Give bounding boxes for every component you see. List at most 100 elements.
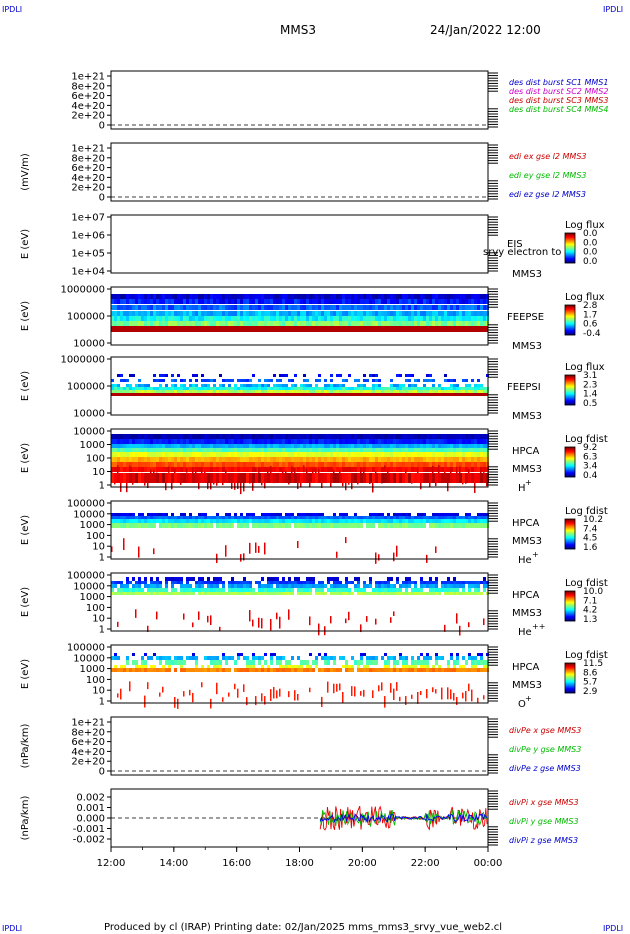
spectrogram-cell — [222, 457, 225, 462]
spectrogram-cell — [195, 452, 198, 457]
spectrogram-cell — [369, 577, 372, 581]
colorbar-segment — [565, 470, 575, 472]
spectrogram-cell — [324, 311, 327, 316]
spectrogram-cell — [399, 653, 402, 656]
spectrogram-cell — [348, 473, 351, 483]
spectrogram-speck — [417, 691, 419, 704]
spectrogram-cell — [387, 513, 390, 516]
spectrogram-cell — [159, 452, 162, 457]
spectrogram-cell — [258, 448, 261, 452]
spectrogram-cell — [288, 321, 291, 326]
spectrogram-cell — [369, 592, 372, 595]
spectrogram-cell — [135, 311, 138, 316]
spectrogram-cell — [405, 467, 408, 472]
spectrogram-cell — [126, 379, 129, 382]
spectrogram-cell — [399, 444, 402, 448]
spectrogram-cell — [207, 316, 210, 321]
spectrogram-cell — [285, 305, 288, 310]
spectrogram-cell — [237, 462, 240, 467]
spectrogram-cell — [123, 457, 126, 462]
spectrogram-cell — [387, 668, 390, 672]
spectrogram-cell — [183, 457, 186, 462]
spectrogram-cell — [309, 653, 312, 656]
spectrogram-speck — [318, 623, 320, 636]
legend-entry: divPe y gse MMS3 — [509, 745, 581, 754]
spectrogram-cell — [129, 321, 132, 326]
spectrogram-cell — [450, 390, 453, 393]
spectrogram-speck — [351, 482, 353, 490]
spectrogram-cell — [213, 457, 216, 462]
spectrogram-cell — [264, 668, 267, 672]
spectrogram-cell — [279, 668, 282, 672]
spectrogram-speck — [348, 611, 350, 621]
spectrogram-cell — [351, 311, 354, 316]
spectrogram-cell — [246, 316, 249, 321]
spectrogram-cell — [186, 434, 189, 439]
colorbar-segment — [565, 472, 575, 474]
spectrogram-cell — [240, 452, 243, 457]
spectrogram-cell — [159, 448, 162, 452]
spectrogram-cell — [153, 448, 156, 452]
spectrogram-cell — [300, 519, 303, 523]
spectrogram-cell — [132, 374, 135, 377]
spectrogram-cell — [168, 462, 171, 467]
spectrogram-cell — [219, 294, 222, 299]
spectrogram-cell — [141, 384, 144, 387]
spectrogram-cell — [153, 581, 156, 584]
spectrogram-cell — [309, 316, 312, 321]
spectrogram-cell — [309, 299, 312, 304]
spectrogram-cell — [111, 444, 114, 448]
spectrogram-cell — [246, 513, 249, 516]
spectrogram-cell — [459, 434, 462, 439]
spectrogram-cell — [306, 305, 309, 310]
spectrogram-cell — [183, 473, 186, 483]
spectrogram-cell — [162, 452, 165, 457]
spectrogram-cell — [201, 299, 204, 304]
spectrogram-cell — [165, 387, 168, 390]
spectrogram-cell — [306, 390, 309, 393]
spectrogram-cell — [381, 390, 384, 393]
instrument-label: HPCA — [512, 590, 540, 601]
spectrogram-cell — [120, 305, 123, 310]
spectrogram-cell — [405, 516, 408, 519]
spectrogram-cell — [282, 305, 285, 310]
spectrogram-cell — [273, 294, 276, 299]
spectrogram-cell — [321, 516, 324, 519]
spectrogram-cell — [294, 374, 297, 377]
spectrogram-cell — [465, 390, 468, 393]
spectrogram-cell — [483, 584, 486, 588]
spectrogram-cell — [312, 444, 315, 448]
spectrogram-cell — [264, 516, 267, 519]
spectrogram-cell — [441, 457, 444, 462]
spectrogram-cell — [228, 516, 231, 519]
spectrogram-cell — [297, 457, 300, 462]
spectrogram-cell — [141, 305, 144, 310]
spectrogram-cell — [192, 577, 195, 581]
spectrogram-cell — [357, 473, 360, 483]
spectrogram-cell — [279, 452, 282, 457]
spectrogram-cell — [312, 523, 315, 528]
colorbar-segment — [565, 402, 575, 404]
spectrogram-cell — [399, 467, 402, 472]
spectrogram-cell — [171, 523, 174, 528]
spectrogram-cell — [429, 462, 432, 467]
spectrogram-cell — [417, 316, 420, 321]
spectrogram-cell — [285, 473, 288, 483]
spectrogram-cell — [219, 390, 222, 393]
spectrogram-cell — [390, 305, 393, 310]
spectrogram-cell — [303, 473, 306, 483]
spectrogram-cell — [144, 665, 147, 668]
spectrogram-cell — [234, 513, 237, 516]
spectrogram-cell — [189, 588, 192, 592]
spectrogram-speck — [315, 468, 317, 475]
spectrogram-cell — [129, 668, 132, 672]
spectrogram-speck — [381, 682, 383, 691]
spectrogram-cell — [378, 311, 381, 316]
spectrogram-cell — [453, 434, 456, 439]
spectrogram-cell — [243, 390, 246, 393]
spectrogram-cell — [453, 519, 456, 523]
spectrogram-cell — [252, 457, 255, 462]
spectrogram-cell — [123, 448, 126, 452]
colorbar-segment — [565, 545, 575, 547]
